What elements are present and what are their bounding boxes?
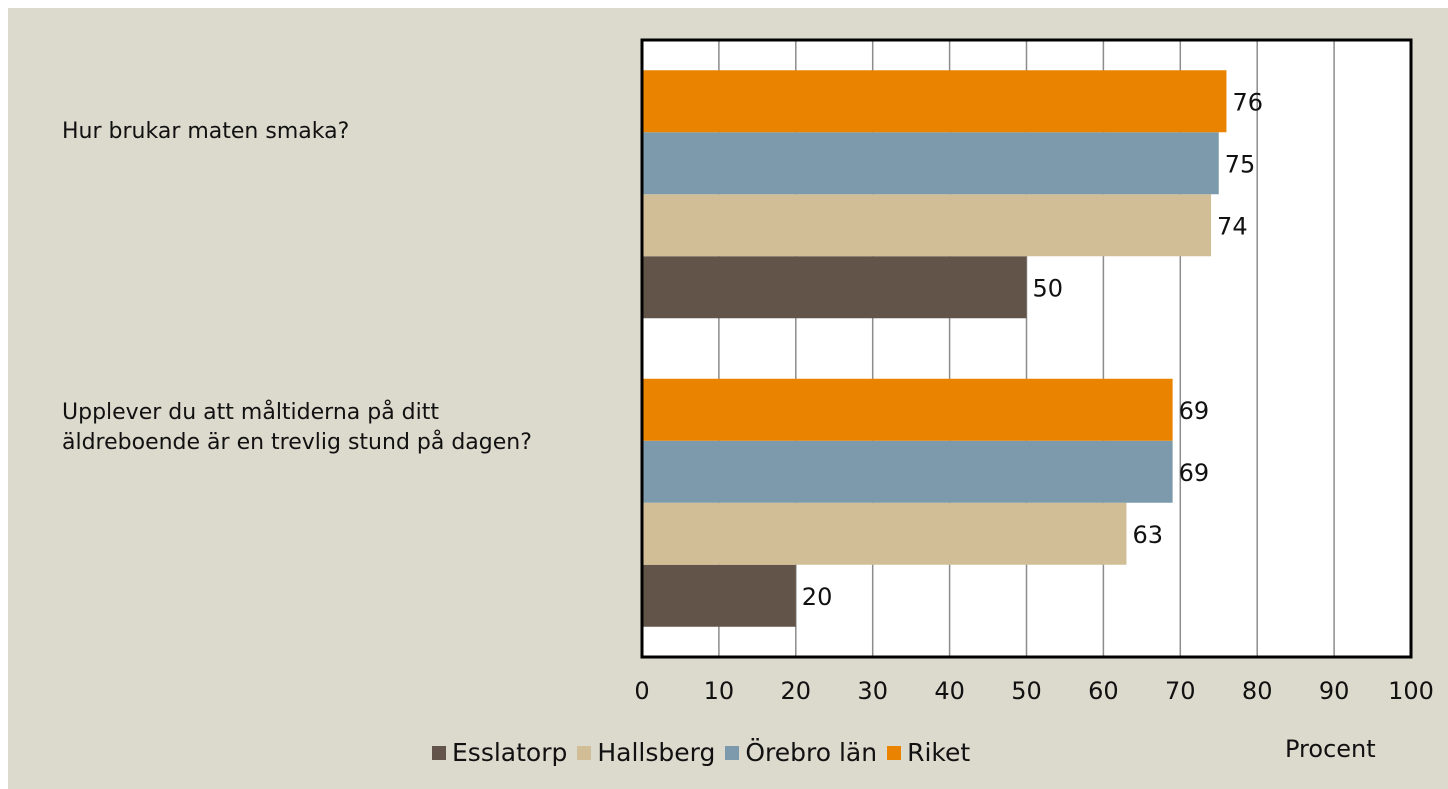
x-tick-label-0: 0 [634, 677, 649, 705]
x-tick-label-60: 60 [1088, 677, 1119, 705]
value-label-orebro-lan-q2: 69 [1179, 459, 1210, 487]
category-label-taste: Hur brukar maten smaka? [62, 119, 350, 144]
legend-label-orebro-lan: Örebro län [745, 738, 878, 767]
bars [642, 70, 1227, 627]
legend-item-esslatorp: Esslatorp [432, 738, 567, 767]
value-label-hallsberg-q2: 63 [1132, 521, 1163, 549]
x-tick-labels: 0 10 20 30 40 50 60 70 80 90 100 [634, 677, 1434, 705]
legend-item-hallsberg: Hallsberg [577, 738, 715, 767]
x-tick-label-100: 100 [1388, 677, 1434, 705]
x-axis-unit-label: Procent [1285, 735, 1376, 763]
bar-hallsberg-q1 [642, 194, 1212, 257]
bar-esslatorp-q1 [642, 256, 1027, 319]
legend-label-hallsberg: Hallsberg [597, 738, 716, 767]
x-tick-label-70: 70 [1165, 677, 1196, 705]
plot-border [640, 38, 1413, 659]
legend: Esslatorp Hallsberg Örebro län Riket [432, 738, 980, 767]
value-label-esslatorp-q1: 50 [1033, 274, 1064, 302]
legend-swatch-esslatorp [432, 745, 446, 760]
value-label-esslatorp-q2: 20 [802, 583, 833, 611]
legend-swatch-hallsberg [577, 745, 592, 760]
legend-swatch-riket [887, 745, 902, 760]
legend-label-riket: Riket [907, 738, 971, 767]
x-tick-label-40: 40 [934, 677, 965, 705]
value-label-riket-q1: 76 [1232, 88, 1263, 116]
bar-orebro-lan-q1 [642, 132, 1219, 195]
x-tick-label-20: 20 [781, 677, 812, 705]
bar-esslatorp-q2 [642, 564, 796, 627]
category-label-meal-experience: Upplever du att måltiderna på ditt äldre… [62, 400, 532, 455]
legend-label-esslatorp: Esslatorp [452, 738, 568, 767]
legend-item-orebro-lan: Örebro län [725, 738, 877, 767]
bar-hallsberg-q2 [642, 502, 1127, 565]
x-tick-label-30: 30 [857, 677, 888, 705]
value-label-orebro-lan-q1: 75 [1225, 150, 1256, 178]
legend-item-riket: Riket [887, 738, 970, 767]
bar-riket-q2 [642, 378, 1173, 441]
value-label-riket-q2: 69 [1179, 397, 1210, 425]
x-tick-label-80: 80 [1242, 677, 1273, 705]
value-label-hallsberg-q1: 74 [1217, 212, 1248, 240]
value-labels: 50 74 75 76 20 63 69 69 [802, 88, 1263, 611]
x-tick-label-50: 50 [1011, 677, 1042, 705]
x-tick-label-90: 90 [1319, 677, 1350, 705]
x-tick-label-10: 10 [704, 677, 735, 705]
legend-swatch-orebro-lan [725, 745, 740, 760]
bar-orebro-lan-q2 [642, 440, 1173, 503]
bar-riket-q1 [642, 70, 1227, 133]
